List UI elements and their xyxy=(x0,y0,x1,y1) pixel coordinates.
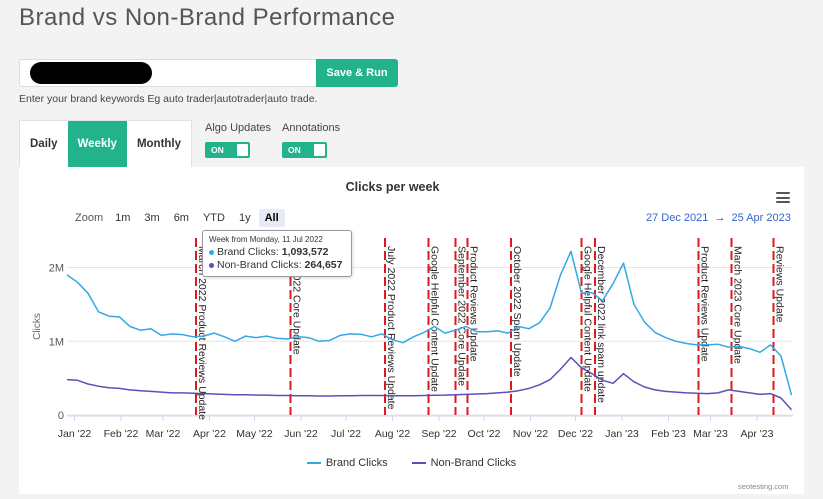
legend-brand-clicks[interactable]: Brand Clicks xyxy=(306,457,388,469)
zoom-all-button[interactable]: All xyxy=(258,209,285,227)
annotation-label: September 2022 Core Update xyxy=(456,246,468,386)
annotation-label: Reviews Update xyxy=(774,246,786,323)
zoom-ytd-button[interactable]: YTD xyxy=(202,212,225,224)
x-tick-label: Feb '22 xyxy=(104,428,139,440)
annotation-label: Google Helpful Content Update xyxy=(582,246,594,392)
x-tick-label: Mar '22 xyxy=(146,428,181,440)
redacted-keywords xyxy=(30,62,152,84)
nonbrand-dot-icon xyxy=(209,262,214,268)
nonbrand-line-icon xyxy=(411,462,426,464)
x-tick-label: Apr '22 xyxy=(193,428,226,440)
tab-weekly[interactable]: Weekly xyxy=(67,121,127,167)
annotation-label: March 2022 Product Reviews Update xyxy=(196,246,208,420)
x-tick-label: Sep '22 xyxy=(421,428,456,440)
annotation-label: March 2023 Core Update xyxy=(732,246,744,364)
x-tick-label: Feb '23 xyxy=(651,428,686,440)
tooltip-brand-value: 1,093,572 xyxy=(281,246,329,258)
chart-tooltip: Week from Monday, 11 Jul 2022 Brand Clic… xyxy=(202,230,352,277)
tab-monthly[interactable]: Monthly xyxy=(136,138,182,150)
algo-updates-group: Algo Updates ON xyxy=(205,122,271,158)
x-tick-label: Nov '22 xyxy=(513,428,548,440)
algo-updates-label: Algo Updates xyxy=(205,122,272,134)
legend-nonbrand-clicks[interactable]: Non-Brand Clicks xyxy=(411,457,517,469)
period-tabs: Daily Weekly Monthly xyxy=(19,120,193,167)
range-from[interactable]: 27 Dec 2021 xyxy=(646,212,709,224)
x-tick-label: Apr '23 xyxy=(741,428,774,440)
toggle-knob xyxy=(237,144,248,156)
tooltip-nonbrand-value: 264,657 xyxy=(304,259,343,271)
annotation-label: Product Reviews Update xyxy=(699,246,711,362)
x-tick-label: May '22 xyxy=(236,428,273,440)
legend-nonbrand-label: Non-Brand Clicks xyxy=(430,457,517,469)
x-tick-label: Dec '22 xyxy=(558,428,593,440)
tooltip-brand-row: Brand Clicks: 1,093,572 xyxy=(209,246,345,259)
brand-clicks-line xyxy=(66,250,793,396)
tooltip-title: Week from Monday, 11 Jul 2022 xyxy=(209,235,323,244)
page-title: Brand vs Non-Brand Performance xyxy=(19,4,396,31)
annotations-toggle[interactable]: ON xyxy=(282,142,327,158)
brand-dot-icon xyxy=(209,249,214,255)
tooltip-nonbrand-row: Non-Brand Clicks: 264,657 xyxy=(209,259,345,272)
x-tick-label: Oct '22 xyxy=(468,428,501,440)
x-tick-label: Aug '22 xyxy=(375,428,410,440)
keywords-hint: Enter your brand keywords Eg auto trader… xyxy=(19,93,318,105)
chart-legend: Brand Clicks Non-Brand Clicks xyxy=(0,457,823,469)
annotation-label: December 2022 link spam update xyxy=(595,246,607,403)
chart-title: Clicks per week xyxy=(345,180,440,194)
toggle-knob xyxy=(314,144,325,156)
annotation-label: July 2022 Product Reviews Update xyxy=(385,246,397,410)
y-tick-label: 2M xyxy=(49,263,64,275)
range-to[interactable]: 25 Apr 2023 xyxy=(731,212,791,224)
credit-text: seotesting.com xyxy=(738,482,789,491)
zoom-6m-button[interactable]: 6m xyxy=(173,212,189,224)
annotation-label: Google Helpful Content Update xyxy=(429,246,441,392)
x-tick-label: Jun '22 xyxy=(284,428,318,440)
tooltip-nonbrand-label: Non-Brand Clicks: xyxy=(217,259,305,271)
date-range: 27 Dec 2021 → 25 Apr 2023 xyxy=(646,212,791,224)
range-arrow: → xyxy=(714,212,726,224)
zoom-controls: Zoom 1m 3m 6m YTD 1y All xyxy=(75,209,287,227)
chart-panel xyxy=(19,167,804,494)
zoom-label: Zoom xyxy=(75,212,104,224)
brand-line-icon xyxy=(306,462,321,464)
x-tick-label: Jul '22 xyxy=(331,428,361,440)
zoom-1y-button[interactable]: 1y xyxy=(238,212,251,224)
x-tick-label: Mar '23 xyxy=(693,428,728,440)
annotations-group: Annotations ON xyxy=(282,122,340,158)
tab-daily[interactable]: Daily xyxy=(30,138,58,150)
annotation-label: Product Reviews Update xyxy=(468,246,480,362)
save-and-run-button[interactable]: Save & Run xyxy=(316,59,398,87)
y-tick-label: 0 xyxy=(58,410,64,422)
non-brand-clicks-line xyxy=(66,356,793,411)
zoom-1m-button[interactable]: 1m xyxy=(115,212,131,224)
annotations-state: ON xyxy=(288,145,301,155)
algo-updates-state: ON xyxy=(211,145,224,155)
y-axis-label: Clicks xyxy=(32,313,43,340)
y-tick-label: 1M xyxy=(49,336,64,348)
tooltip-brand-label: Brand Clicks: xyxy=(217,246,282,258)
hamburger-menu-icon[interactable] xyxy=(776,192,790,203)
x-tick-label: Jan '22 xyxy=(58,428,92,440)
zoom-3m-button[interactable]: 3m xyxy=(144,212,160,224)
legend-brand-label: Brand Clicks xyxy=(325,457,388,469)
annotation-label: October 2022 Spam Update xyxy=(511,246,523,377)
algo-updates-toggle[interactable]: ON xyxy=(205,142,250,158)
annotations-label: Annotations xyxy=(282,122,341,134)
x-tick-label: Jan '23 xyxy=(605,428,639,440)
